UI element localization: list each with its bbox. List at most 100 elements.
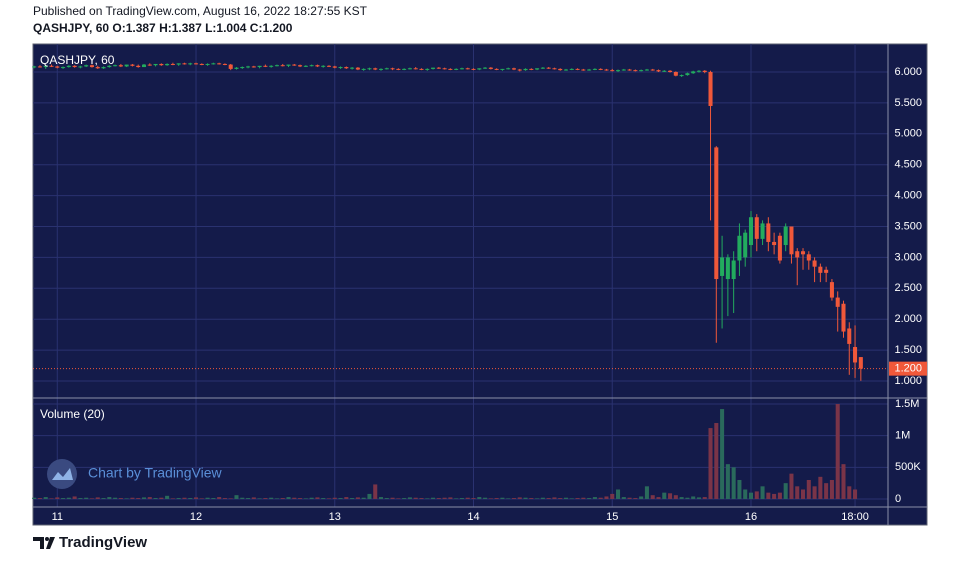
candle-body <box>789 226 794 255</box>
volume-bar <box>835 404 840 499</box>
candle-body <box>107 65 112 68</box>
candle-body <box>725 257 730 280</box>
volume-bar <box>754 491 759 499</box>
volume-bar <box>448 497 453 499</box>
volume-bar <box>199 498 204 499</box>
candle-body <box>159 63 164 66</box>
volume-bar <box>396 498 401 499</box>
candle-body <box>812 260 817 267</box>
candle-body <box>309 65 314 67</box>
volume-bar <box>78 498 83 499</box>
last-price-box <box>889 361 927 376</box>
volume-bar <box>269 497 274 499</box>
volume-bar <box>777 492 782 499</box>
volume-bar <box>714 423 719 499</box>
candle-body <box>176 63 181 65</box>
candle-body <box>263 65 268 67</box>
candle-body <box>506 68 511 70</box>
volume-bar <box>800 489 806 499</box>
volume-bar <box>355 497 360 499</box>
candle-body <box>558 68 563 71</box>
volume-bar <box>563 497 569 499</box>
candle-body <box>847 328 852 344</box>
volume-bar <box>829 479 834 499</box>
candle-body <box>350 67 355 69</box>
volume-bar <box>506 498 511 499</box>
candle-body <box>540 67 545 69</box>
volume-bar <box>760 486 765 499</box>
volume-bar <box>748 492 754 499</box>
candle-body <box>454 68 459 70</box>
candle-body <box>199 63 204 65</box>
candle-body <box>644 69 649 71</box>
candle-body <box>829 282 834 298</box>
volume-bar <box>725 464 730 499</box>
candle-body <box>367 68 372 70</box>
volume-bar <box>431 497 436 499</box>
volume-bar <box>361 497 366 499</box>
volume-bar <box>222 498 227 499</box>
y-tick-label: 6.000 <box>894 66 922 78</box>
volume-bar <box>280 498 285 499</box>
candle-body <box>361 68 366 70</box>
grid <box>33 44 888 507</box>
volume-bar <box>332 497 337 499</box>
y-tick-label: 2.500 <box>894 282 922 294</box>
candle-body <box>818 266 823 273</box>
volume-bar <box>517 497 522 499</box>
candle-body <box>772 241 777 246</box>
candle-body <box>402 68 407 70</box>
volume-bar <box>731 467 736 499</box>
volume-bar <box>390 497 395 499</box>
volume-bar <box>89 498 94 499</box>
volume-bar <box>592 497 597 499</box>
candle-body <box>760 223 765 239</box>
volume-tick-label: 1.5M <box>895 398 919 410</box>
volume-bar <box>49 498 54 499</box>
volume-bar <box>95 497 100 499</box>
y-tick-label: 1.000 <box>894 375 922 387</box>
volume-bar <box>552 497 557 499</box>
volume-bar <box>373 484 378 499</box>
volume-bar <box>598 497 603 499</box>
volume-bar <box>656 497 661 499</box>
candle-body <box>668 70 673 72</box>
candle-body <box>575 68 580 70</box>
volume-bar <box>165 495 170 499</box>
candle-body <box>84 65 89 67</box>
candle-body <box>355 67 360 70</box>
volume-bar <box>113 497 118 499</box>
volume-bar <box>691 496 696 499</box>
volume-bar <box>338 498 343 499</box>
candle-body <box>795 251 800 258</box>
volume-bar <box>610 493 615 499</box>
volume-bar <box>240 497 245 499</box>
volume-bar <box>274 498 279 499</box>
candle-body <box>835 297 840 307</box>
candle-body <box>269 65 274 67</box>
candle-body <box>702 70 707 72</box>
candle-body <box>633 70 638 72</box>
candle-body <box>679 75 684 77</box>
volume-bar <box>795 486 800 499</box>
candle-body <box>483 67 488 69</box>
candle-body <box>240 67 245 69</box>
candle-body <box>824 269 829 273</box>
x-tick-label: 11 <box>52 511 63 523</box>
candle-body <box>552 68 557 70</box>
volume-bar <box>465 497 470 499</box>
volume-bar <box>153 498 158 499</box>
volume-bar <box>61 498 66 499</box>
candle-body <box>616 70 621 72</box>
volume-bar <box>43 497 48 499</box>
volume-bar <box>743 489 748 499</box>
candle-body <box>124 64 129 67</box>
y-tick-label: 3.000 <box>894 251 922 263</box>
x-tick-label: 16 <box>745 511 757 523</box>
candle-body <box>182 63 187 65</box>
candle-body <box>841 303 846 332</box>
volume-bar <box>442 497 447 499</box>
candle-body <box>390 68 395 70</box>
volume-tick-label: 1M <box>895 430 910 442</box>
volume-bar <box>257 498 262 499</box>
